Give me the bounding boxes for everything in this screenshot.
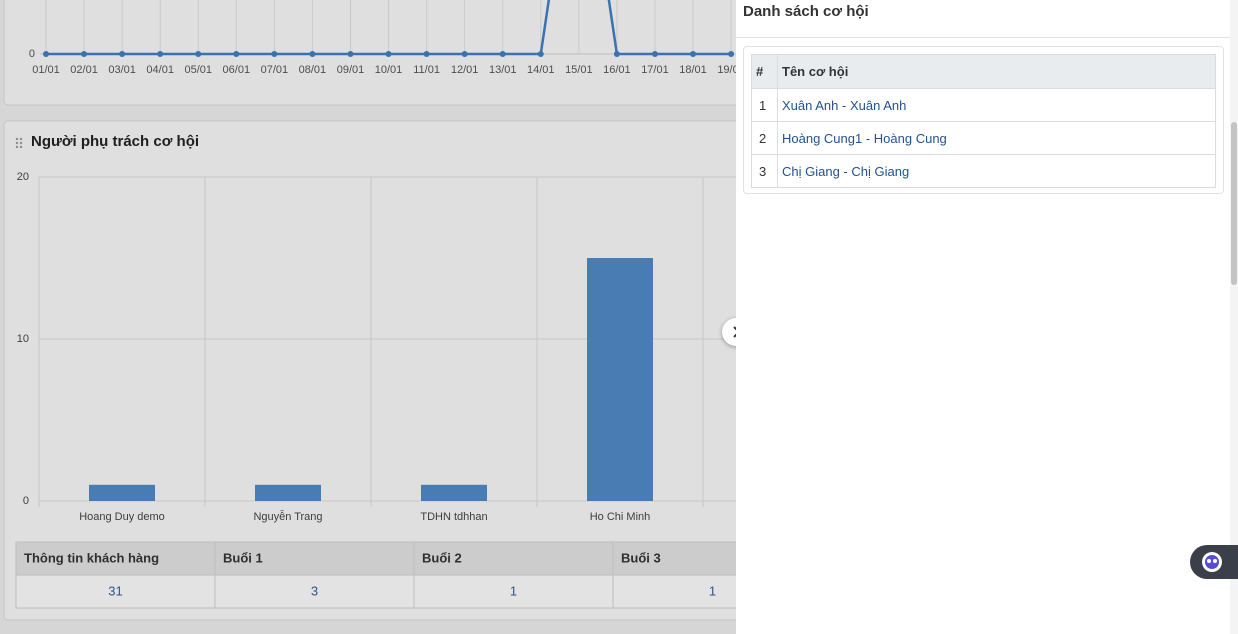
scroll-thumb[interactable]: [1231, 122, 1237, 285]
x-tick-label: 17/01: [641, 64, 669, 76]
scrollbar[interactable]: [1230, 0, 1238, 634]
point: [43, 51, 49, 57]
point: [347, 51, 354, 57]
column-header: Buổi 2: [422, 550, 462, 565]
point: [157, 51, 164, 57]
point: [651, 51, 658, 57]
x-tick-label: 13/01: [489, 64, 517, 76]
x-tick-label: 08/01: [299, 64, 327, 76]
table-row: 2 Hoàng Cung1 - Hoàng Cung: [751, 121, 1216, 155]
table-row-bg: [15, 574, 736, 609]
row-number: 3: [751, 154, 778, 188]
opportunity-link[interactable]: Chị Giang - Chị Giang: [782, 163, 910, 179]
divider: [736, 37, 1230, 38]
point: [309, 51, 316, 57]
point: [537, 51, 544, 57]
cell-value: 1: [709, 583, 716, 598]
point: [423, 51, 430, 57]
x-tick-label: 03/01: [108, 64, 136, 76]
chat-icon: [1202, 552, 1222, 572]
point: [119, 51, 126, 57]
bar: [89, 484, 155, 501]
list-card: # Tên cơ hội 1 Xuân Anh - Xuân Anh 2 Hoàng …: [743, 46, 1224, 194]
bar: [421, 484, 487, 501]
point: [81, 51, 88, 57]
x-tick-label: 07/01: [261, 64, 289, 76]
point: [690, 51, 697, 57]
y-tick-label: 0: [29, 48, 35, 60]
x-tick-label: 15/01: [565, 64, 593, 76]
x-tick-label: 12/01: [451, 64, 479, 76]
x-tick-label: Hoang Duy demo: [79, 511, 165, 523]
x-tick-label: 06/01: [223, 64, 251, 76]
column-header: #: [751, 54, 778, 89]
line-card: [3, 0, 736, 106]
x-tick-label: 09/01: [337, 64, 365, 76]
point: [613, 51, 620, 57]
name-cell: Xuân Anh - Xuân Anh: [777, 88, 1216, 122]
point: [728, 51, 735, 57]
opportunity-link[interactable]: Hoàng Cung1 - Hoàng Cung: [782, 130, 947, 146]
x-tick-label: 14/01: [527, 64, 555, 76]
x-tick-label: 19/01: [717, 64, 736, 76]
cell-value: 3: [311, 583, 318, 598]
x-tick-label: 02/01: [70, 64, 98, 76]
name-cell: Hoàng Cung1 - Hoàng Cung: [777, 121, 1216, 155]
drawer: Danh sách cơ hội # Tên cơ hội 1 Xuân Anh …: [736, 0, 1230, 634]
bar: [587, 258, 653, 501]
chart-title: Người phụ trách cơ hội: [31, 133, 199, 150]
column-header: Buổi 1: [223, 550, 263, 565]
modal-overlay: [0, 0, 736, 634]
x-tick-label: 18/01: [679, 64, 707, 76]
x-tick-label: Nguyễn Trang: [253, 510, 322, 523]
x-tick-label: Ho Chi Minh: [590, 511, 651, 523]
bar-card: [3, 120, 736, 621]
drawer-title: Danh sách cơ hội: [743, 3, 869, 20]
drag-handle: [15, 137, 23, 149]
point: [385, 51, 392, 57]
point: [271, 51, 278, 57]
x-tick-label: 04/01: [146, 64, 174, 76]
x-tick-label: 10/01: [375, 64, 403, 76]
y-tick-label: 20: [17, 171, 29, 183]
point: [195, 51, 202, 57]
chat-button[interactable]: [1190, 545, 1238, 579]
x-tick-label: 05/01: [184, 64, 212, 76]
column-header: Buổi 3: [621, 550, 661, 565]
bar: [255, 484, 321, 501]
y-tick-label: 10: [17, 333, 29, 345]
dashboard: Người phụ trách cơ hội 0 01/01 02/01 03/01 0…: [0, 0, 736, 634]
cell-value: 1: [510, 583, 517, 598]
point: [499, 51, 506, 57]
row-number: 1: [751, 88, 778, 122]
header-row: # Tên cơ hội: [751, 54, 1216, 89]
opportunity-link[interactable]: Xuân Anh - Xuân Anh: [782, 97, 907, 113]
column-header: Thông tin khách hàng: [24, 550, 159, 565]
x-tick-label: 11/01: [413, 64, 440, 76]
opportunity-table: # Tên cơ hội 1 Xuân Anh - Xuân Anh 2 Hoàng …: [751, 54, 1216, 188]
cell-value: 31: [108, 583, 122, 598]
x-tick-label: 01/01: [32, 64, 60, 76]
point: [233, 51, 240, 57]
y-tick-label: 0: [23, 495, 29, 507]
table-row: 3 Chị Giang - Chị Giang: [751, 154, 1216, 188]
point: [461, 51, 468, 57]
table-row: 1 Xuân Anh - Xuân Anh: [751, 88, 1216, 122]
name-cell: Chị Giang - Chị Giang: [777, 154, 1216, 188]
x-tick-label: TDHN tdhhan: [420, 511, 487, 523]
x-tick-label: 16/01: [603, 64, 631, 76]
row-number: 2: [751, 121, 778, 155]
column-header: Tên cơ hội: [777, 54, 1216, 89]
